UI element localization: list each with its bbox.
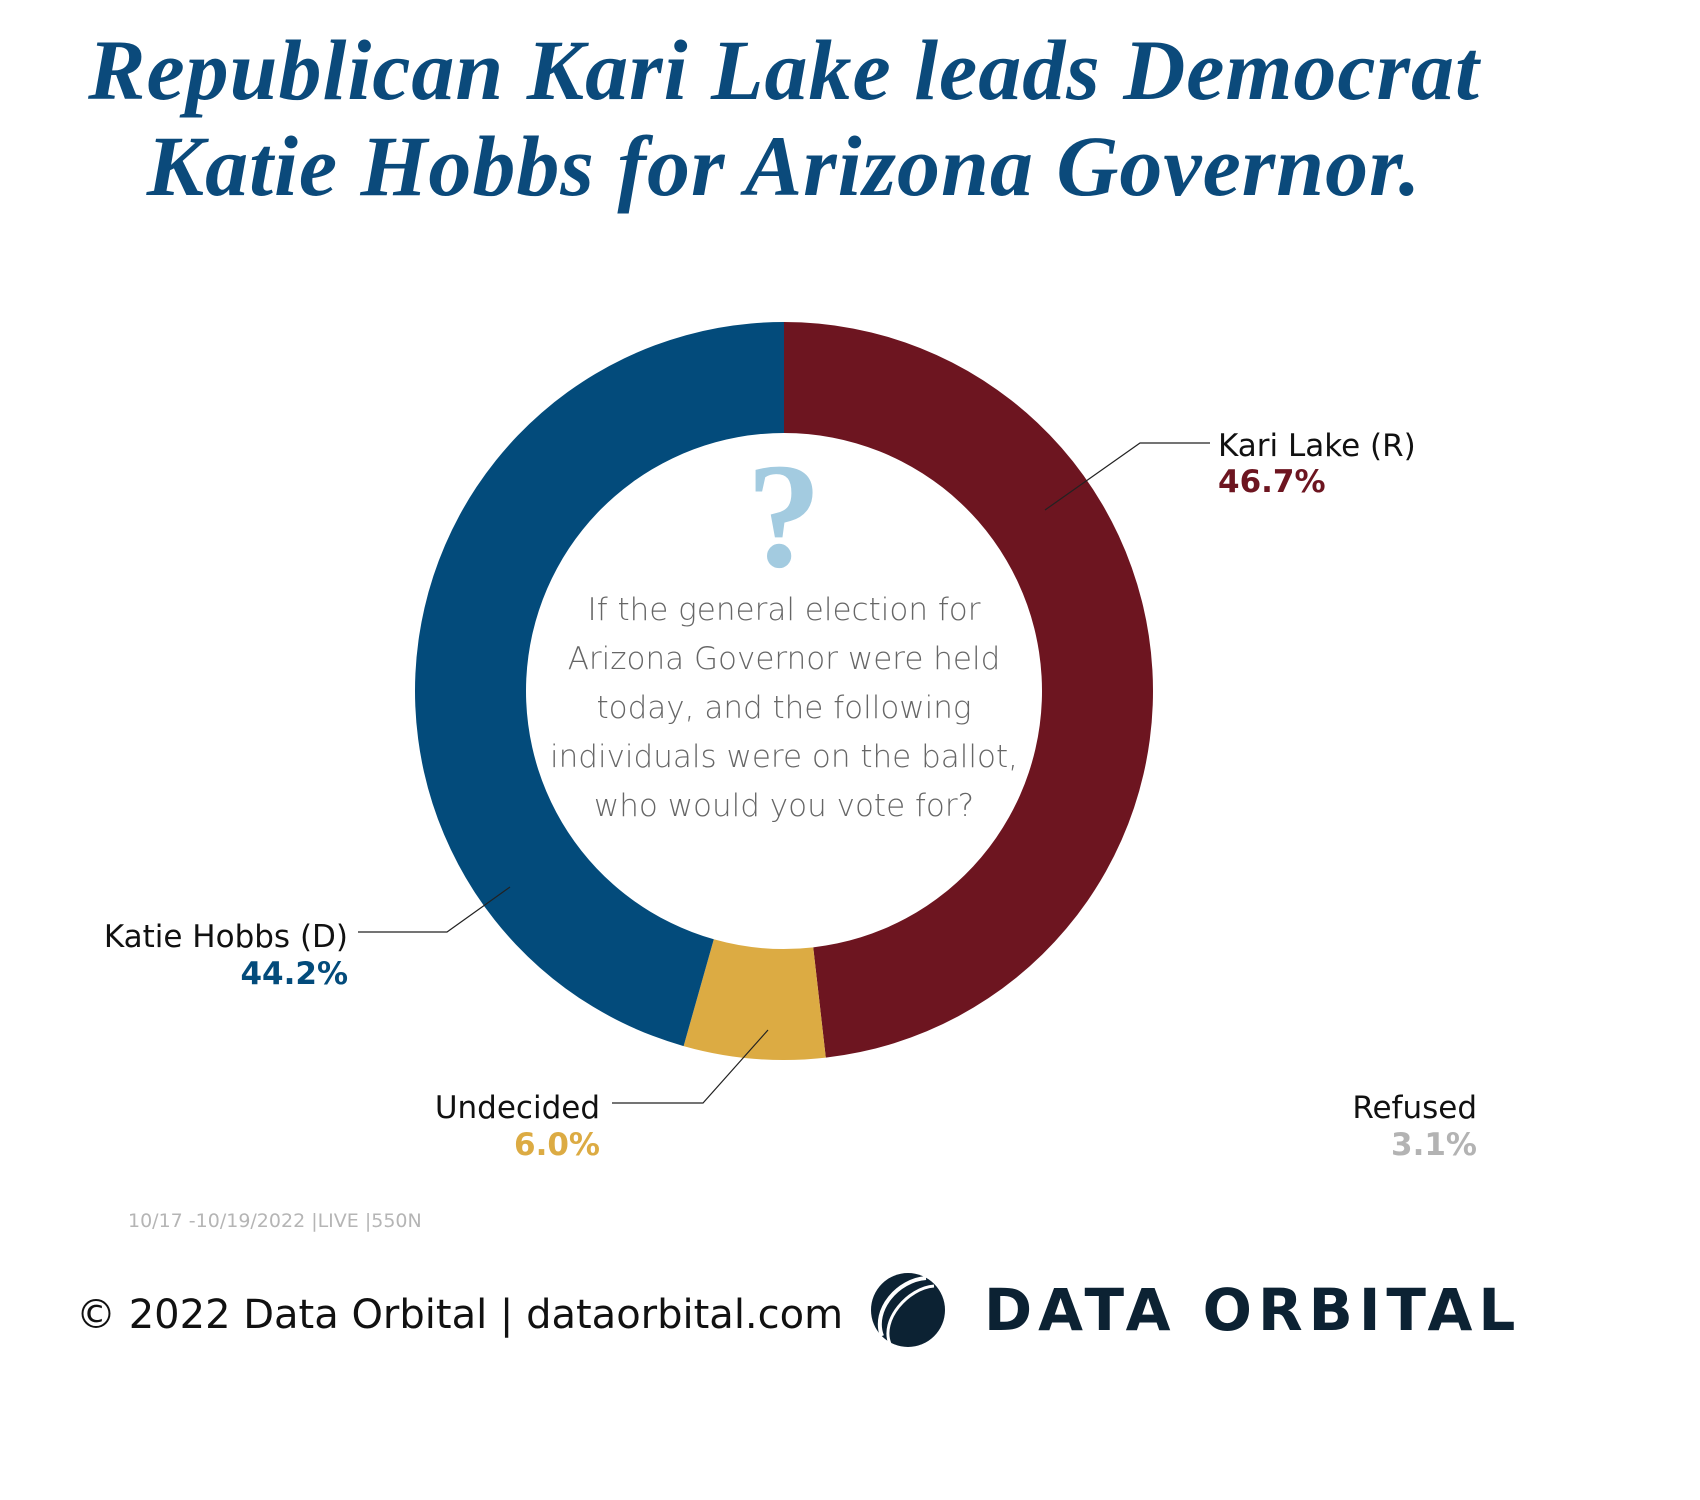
leader-line-lake: [1044, 442, 1210, 511]
survey-question: If the general election for Arizona Gove…: [550, 592, 1018, 824]
label-refused: Refused: [1352, 1090, 1477, 1126]
copyright: © 2022 Data Orbital | dataorbital.com: [76, 1292, 844, 1338]
logo: DATA ORBITAL: [868, 1270, 1521, 1350]
slice-undecided: [683, 939, 826, 1060]
title-line-1: Republican Kari Lake leads Democrat: [88, 22, 1480, 118]
orbit-globe-icon: [871, 1273, 945, 1347]
value-undecided: 6.0%: [514, 1127, 600, 1163]
logo-text: DATA ORBITAL: [984, 1276, 1522, 1344]
survey-meta: 10/17 -10/19/2022 |LIVE |550N: [128, 1210, 422, 1232]
value-hobbs: 44.2%: [240, 956, 348, 992]
slice-katie-hobbs-d: [414, 322, 784, 1047]
label-lake: Kari Lake (R): [1218, 428, 1416, 464]
leader-line-undecided: [612, 1029, 769, 1104]
value-lake: 46.7%: [1218, 464, 1326, 500]
label-undecided: Undecided: [435, 1090, 600, 1126]
label-hobbs: Katie Hobbs (D): [104, 919, 348, 955]
chart-title: Republican Kari Lake leads Democrat Kati…: [0, 22, 1568, 214]
question-mark-icon: ?: [747, 433, 822, 599]
leader-line-hobbs: [358, 886, 511, 933]
title-line-2: Katie Hobbs for Arizona Governor.: [146, 118, 1422, 214]
slice-kari-lake-r: [784, 322, 1153, 1058]
value-refused: 3.1%: [1391, 1127, 1477, 1163]
